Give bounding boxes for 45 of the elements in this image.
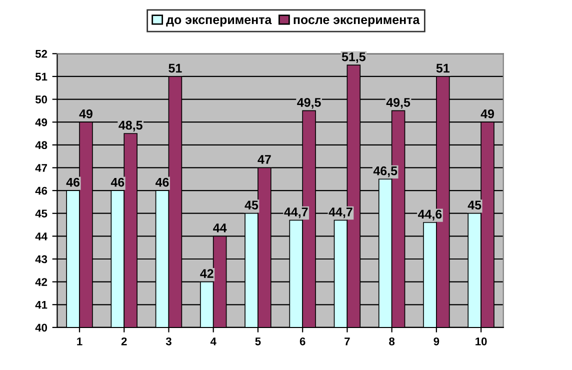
data-label: 46 [110, 178, 124, 187]
x-tick-label: 4 [210, 338, 216, 346]
x-tick-label: 8 [389, 337, 395, 346]
y-tick-label: 42 [35, 278, 48, 286]
data-label: 51,5 [342, 52, 366, 64]
x-tick-label: 3 [166, 337, 172, 346]
y-tick-label: 49 [35, 118, 48, 126]
y-tick-label: 45 [35, 210, 48, 218]
data-label: 44,7 [328, 208, 352, 218]
x-tick-label: 1 [77, 338, 82, 346]
y-tick-label: 46 [35, 186, 48, 195]
data-label: 44,6 [418, 210, 442, 220]
data-label: 45 [468, 200, 482, 210]
x-tick-label: 9 [434, 337, 440, 346]
data-label: 48,5 [118, 120, 142, 132]
data-label: 49 [480, 109, 494, 118]
y-tick-label: 40 [35, 324, 48, 332]
data-label: 47 [258, 155, 271, 164]
y-tick-label: 47 [35, 164, 47, 172]
y-tick-label: 50 [35, 96, 48, 104]
x-tick-label: 2 [121, 337, 127, 346]
x-tick-label: 5 [255, 338, 261, 346]
legend-label: после эксперимента [294, 17, 420, 27]
x-tick-label: 7 [344, 338, 350, 346]
data-label: 44,7 [284, 208, 308, 218]
data-label: 44 [213, 224, 227, 232]
data-label: 45 [244, 200, 258, 210]
data-label: 51 [168, 64, 182, 73]
data-label: 49,5 [386, 98, 410, 109]
data-label: 51 [436, 64, 450, 73]
x-tick-label: 10 [476, 337, 487, 346]
data-label: 46 [66, 178, 80, 187]
data-label: 42 [200, 269, 214, 278]
legend-label: до эксперимента [166, 17, 272, 27]
y-tick-label: 48 [35, 141, 48, 150]
data-label: 46 [156, 178, 169, 187]
data-label: 49 [79, 109, 92, 118]
y-tick-label: 41 [35, 301, 48, 309]
data-label: 46,5 [373, 166, 398, 178]
y-tick-label: 43 [35, 255, 48, 264]
y-tick-label: 44 [35, 232, 48, 240]
x-tick-label: 6 [300, 337, 306, 346]
y-tick-label: 52 [35, 50, 48, 58]
data-label: 49,5 [297, 98, 321, 109]
y-tick-label: 51 [35, 72, 48, 81]
